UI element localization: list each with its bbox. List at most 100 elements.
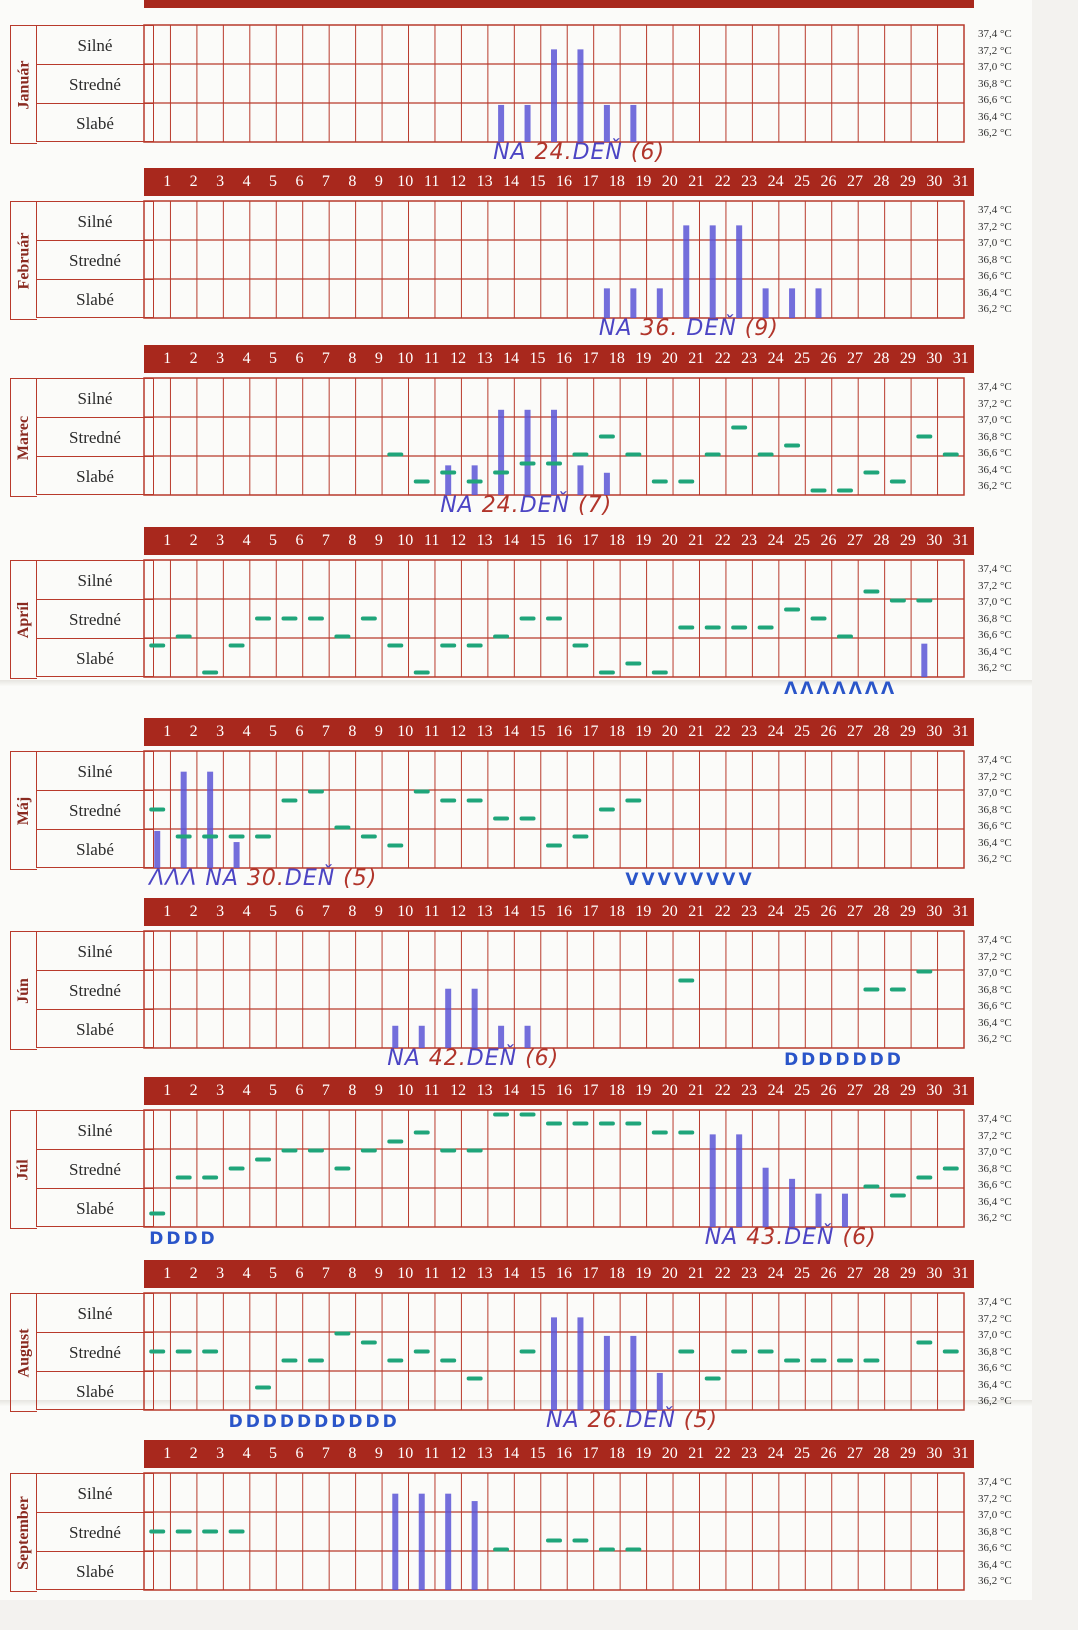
day-number: 2 [189, 532, 198, 549]
bleeding-bar [762, 1167, 769, 1227]
day-number: 20 [661, 903, 678, 920]
day-number: 8 [348, 173, 357, 190]
temperature-mark [466, 798, 483, 803]
note-day: 43. [746, 1225, 785, 1250]
temperature-label: 36,8 °C [978, 803, 1012, 816]
day-number: 21 [688, 1082, 705, 1099]
day-number: 16 [555, 1082, 572, 1099]
day-number: 2 [189, 903, 198, 920]
day-number: 2 [189, 1265, 198, 1282]
day-number: 31 [952, 350, 969, 367]
temperature-mark [678, 625, 695, 630]
bleeding-bar [577, 465, 584, 495]
temperature-mark [546, 843, 562, 848]
day-number: 26 [820, 350, 837, 367]
bleeding-bar [392, 1025, 399, 1048]
temperature-mark [863, 470, 880, 475]
temperature-mark [413, 1349, 430, 1354]
temperature-label: 36,8 °C [978, 1162, 1012, 1175]
cycle-grid [143, 377, 965, 496]
day-number: 6 [295, 350, 304, 367]
temperature-mark [413, 1130, 430, 1135]
day-number: 23 [741, 1445, 758, 1462]
day-number: 7 [321, 723, 330, 740]
day-number: 24 [767, 532, 784, 549]
day-number: 19 [635, 350, 652, 367]
day-number: 26 [820, 723, 837, 740]
day-number: 3 [216, 173, 225, 190]
month-name: Júl [10, 1110, 37, 1229]
bleeding-bar [577, 1317, 584, 1410]
temperature-mark [360, 1340, 377, 1345]
temperature-mark [360, 616, 377, 621]
day-number: 28 [873, 723, 890, 740]
day-number: 21 [688, 173, 705, 190]
temperature-label: 36,8 °C [978, 1345, 1012, 1358]
temperature-scale: 37,4 °C 37,2 °C 37,0 °C 36,8 °C 36,6 °C 36,4 … [978, 1473, 1026, 1590]
day-number: 11 [424, 903, 440, 920]
bleeding-bar [154, 830, 161, 868]
cycle-day-note: NA 43.DEŇ (6) [705, 1225, 877, 1250]
temperature-mark [466, 1148, 483, 1153]
cycle-day-note: NA 24.DEŇ (7) [440, 493, 612, 518]
day-number: 25 [794, 1445, 811, 1462]
day-number: 24 [767, 1445, 784, 1462]
temperature-mark [863, 1358, 880, 1363]
day-number: 23 [741, 1265, 758, 1282]
day-number: 12 [450, 1265, 467, 1282]
day-number: 24 [767, 350, 784, 367]
day-number: 19 [635, 1082, 652, 1099]
temperature-mark [572, 1121, 589, 1126]
temperature-mark [307, 1358, 324, 1363]
day-number: 15 [529, 1082, 546, 1099]
temperature-mark [625, 1121, 642, 1126]
temperature-mark [625, 798, 642, 803]
temperature-mark [942, 452, 959, 457]
cycle-chart-sheet: Január Silné Stredné Slabé 37,4 °C 37,2 °C 37,… [0, 0, 1032, 1592]
day-number: 28 [873, 903, 890, 920]
day-number: 30 [926, 1082, 943, 1099]
day-number: 7 [321, 1265, 330, 1282]
temperature-mark [440, 643, 457, 648]
temperature-label: 36,8 °C [978, 430, 1012, 443]
day-number: 31 [952, 173, 969, 190]
day-number: 28 [873, 532, 890, 549]
day-number: 25 [794, 173, 811, 190]
temperature-mark [757, 625, 774, 630]
day-number: 4 [242, 723, 251, 740]
day-number: 28 [873, 173, 890, 190]
day-number: 16 [555, 1445, 572, 1462]
bleeding-bar [471, 988, 478, 1048]
day-number: 30 [926, 1265, 943, 1282]
temperature-label: 36,2 °C [978, 1575, 1012, 1587]
temperature-mark [731, 425, 748, 430]
intensity-labels: Silné Stredné Slabé [36, 1110, 154, 1227]
day-number: 13 [476, 532, 493, 549]
day-number: 9 [374, 723, 383, 740]
temperature-mark [598, 434, 615, 439]
day-number: 10 [397, 173, 414, 190]
cycle-grid [143, 200, 965, 319]
day-number: 4 [242, 1445, 251, 1462]
intensity-labels: Silné Stredné Slabé [36, 201, 154, 318]
day-number: 31 [952, 723, 969, 740]
bleeding-bar [180, 771, 187, 868]
temperature-mark [228, 834, 245, 839]
day-number: 25 [794, 723, 811, 740]
day-number: 4 [242, 1265, 251, 1282]
day-number: 10 [397, 532, 414, 549]
day-number: 30 [926, 723, 943, 740]
temperature-mark [334, 1331, 351, 1336]
temperature-label: 36,2 °C [978, 662, 1012, 674]
temperature-label: 36,8 °C [978, 612, 1012, 625]
temperature-mark [784, 1358, 801, 1363]
temperature-label: 37,4 °C [978, 1476, 1012, 1488]
temperature-mark [440, 470, 457, 475]
intensity-label: Stredné [37, 971, 153, 1010]
note-count: (7) [577, 493, 613, 518]
bleeding-bar [603, 104, 610, 142]
note-prefix: NA [598, 316, 641, 341]
temperature-mark [678, 479, 695, 484]
temperature-mark [651, 1130, 668, 1135]
note-prefix: ΛΛΛ NA [149, 866, 247, 891]
